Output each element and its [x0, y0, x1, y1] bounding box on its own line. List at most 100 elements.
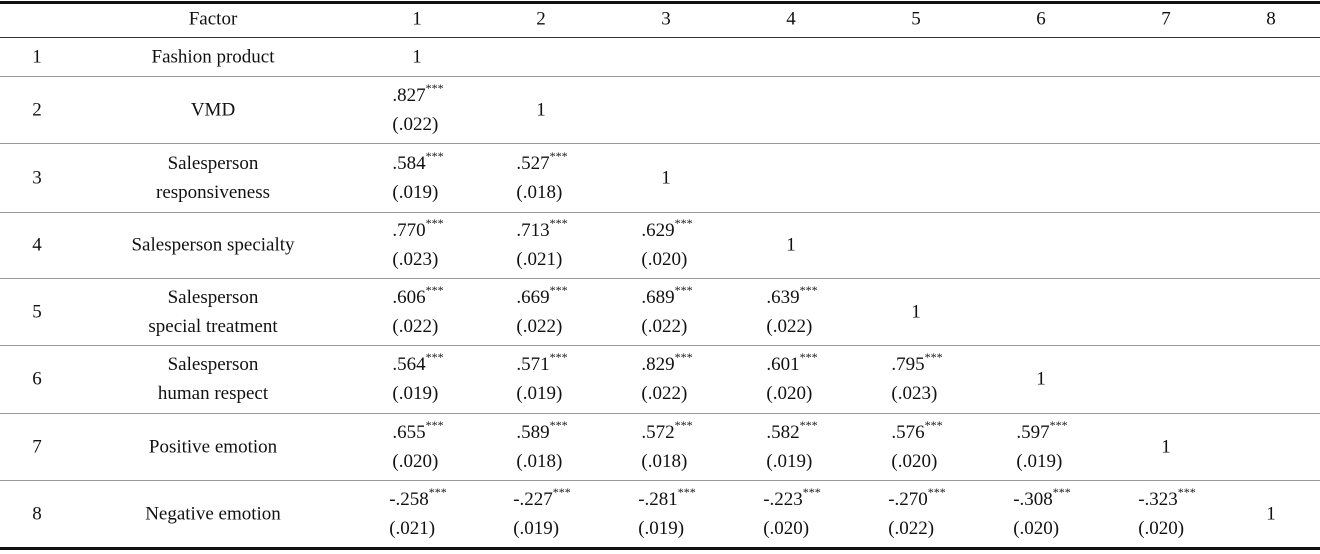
estimate: .669*** — [516, 283, 567, 312]
row-rule — [0, 345, 1320, 346]
significance: *** — [1177, 484, 1196, 499]
header-cell: 8 — [1266, 8, 1276, 30]
estimate: .576*** — [891, 418, 942, 447]
row-rule — [0, 143, 1320, 144]
value: -.281 — [638, 488, 678, 510]
value: .639 — [766, 286, 800, 308]
value: .655 — [392, 421, 426, 443]
std-error: (.019) — [766, 450, 813, 472]
factor-line: Salesperson — [167, 286, 259, 308]
value: -.323 — [1138, 488, 1178, 510]
significance: *** — [425, 417, 444, 432]
significance: *** — [674, 282, 693, 297]
std-error: (.020) — [641, 249, 688, 270]
significance: *** — [549, 417, 568, 432]
estimate: -.323*** — [1138, 485, 1196, 514]
estimate: -.308*** — [1013, 485, 1071, 514]
significance: *** — [677, 484, 696, 499]
value: .589 — [516, 421, 550, 443]
value: -.308 — [1013, 488, 1053, 510]
estimate: .795*** — [891, 350, 942, 379]
significance: *** — [549, 350, 568, 364]
estimate: -.258*** — [389, 485, 447, 514]
header-cell: 6 — [1036, 8, 1046, 30]
significance: *** — [425, 216, 444, 230]
significance: *** — [924, 350, 943, 364]
diagonal: 1 — [1266, 503, 1276, 524]
estimate: .527*** — [516, 149, 567, 178]
significance: *** — [1049, 417, 1068, 432]
std-error: (.021) — [389, 517, 436, 539]
header-cell: 7 — [1161, 8, 1171, 30]
diagonal: 1 — [412, 46, 422, 67]
std-error: (.020) — [1138, 517, 1185, 539]
significance: *** — [1052, 484, 1071, 499]
significance: *** — [549, 148, 568, 163]
row-rule — [0, 480, 1320, 481]
cell: -.258*** (.021) — [389, 485, 447, 543]
factor: Salesperson special treatment — [148, 283, 277, 341]
significance: *** — [425, 350, 444, 364]
value: .527 — [516, 152, 550, 174]
factor-line: Negative emotion — [145, 503, 281, 524]
std-error: (.021) — [516, 249, 563, 270]
value: .829 — [641, 354, 675, 375]
cell: .597*** (.019) — [1016, 418, 1067, 476]
factor: Salesperson human respect — [158, 350, 268, 408]
estimate: .597*** — [1016, 418, 1067, 447]
value: -.270 — [888, 488, 928, 510]
estimate: .713*** — [516, 216, 567, 245]
factor: Salesperson responsiveness — [156, 149, 270, 207]
diagonal: 1 — [1036, 368, 1046, 390]
significance: *** — [425, 148, 444, 163]
diagonal: 1 — [536, 99, 546, 120]
header-rule — [0, 37, 1320, 38]
cell: .770*** (.023) — [392, 216, 443, 274]
significance: *** — [425, 282, 444, 297]
cell: .795*** (.023) — [891, 350, 942, 408]
estimate: -.281*** — [638, 485, 696, 514]
row-number: 7 — [32, 436, 42, 457]
cell: -.281*** (.019) — [638, 485, 696, 543]
std-error: (.018) — [516, 181, 563, 203]
header-cell: 4 — [786, 8, 796, 30]
std-error: (.019) — [516, 383, 563, 404]
cell: .589*** (.018) — [516, 418, 567, 476]
factor-line: human respect — [157, 383, 269, 404]
factor: Positive emotion — [149, 432, 277, 461]
std-error: (.018) — [641, 450, 688, 472]
factor-line: Fashion product — [151, 46, 275, 67]
diagonal: 1 — [786, 234, 796, 256]
std-error: (.022) — [392, 113, 439, 135]
std-error: (.020) — [392, 450, 439, 472]
std-error: (.019) — [1016, 450, 1063, 472]
value: .572 — [641, 421, 675, 443]
significance: *** — [799, 282, 818, 297]
value: -.227 — [513, 488, 553, 510]
significance: *** — [549, 216, 568, 230]
significance: *** — [799, 350, 818, 364]
row-number: 4 — [32, 234, 42, 256]
std-error: (.022) — [888, 517, 935, 539]
row-number: 1 — [32, 46, 42, 67]
std-error: (.022) — [641, 315, 688, 337]
cell: .571*** (.019) — [516, 350, 567, 408]
estimate: .584*** — [392, 149, 443, 178]
cell: .689*** (.022) — [641, 283, 692, 341]
header-cell: 1 — [412, 8, 422, 30]
std-error: (.022) — [766, 315, 813, 337]
estimate: .582*** — [766, 418, 817, 447]
cell: .576*** (.020) — [891, 418, 942, 476]
value: -.223 — [763, 488, 803, 510]
factor: Salesperson specialty — [131, 231, 294, 260]
significance: *** — [425, 80, 444, 95]
factor-line: responsiveness — [156, 181, 270, 203]
cell: .669*** (.022) — [516, 283, 567, 341]
value: .571 — [516, 354, 550, 375]
value: .689 — [641, 286, 675, 308]
estimate: .601*** — [766, 350, 817, 379]
estimate: .572*** — [641, 418, 692, 447]
estimate: .571*** — [516, 350, 567, 379]
cell: .572*** (.018) — [641, 418, 692, 476]
